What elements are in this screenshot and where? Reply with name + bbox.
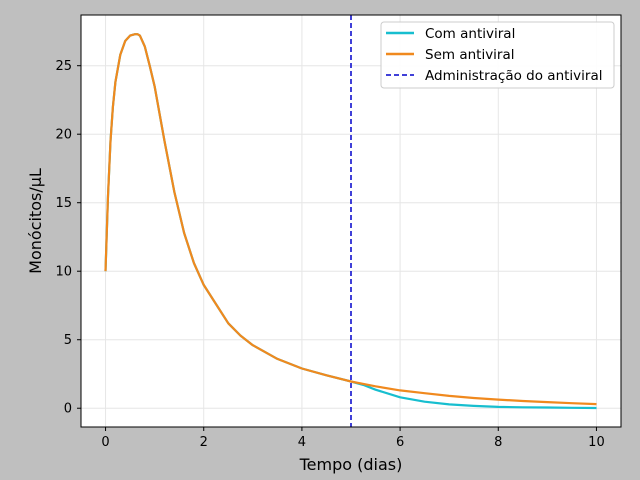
y-tick-label: 20 — [55, 128, 72, 143]
series-line-sem-antiviral — [104, 33, 597, 406]
x-tick-label: 4 — [298, 435, 306, 450]
y-axis: 0 5 10 15 20 25 — [55, 59, 81, 417]
y-axis-title: Monócitos/µL — [26, 168, 45, 274]
y-tick-label: 25 — [55, 59, 72, 74]
x-tick-label: 2 — [200, 435, 208, 450]
y-tick-label: 5 — [64, 333, 72, 348]
x-tick-label: 8 — [494, 435, 502, 450]
y-tick-label: 10 — [55, 265, 72, 280]
x-tick-label: 6 — [396, 435, 404, 450]
legend: Com antiviral Sem antiviral Administraçã… — [380, 21, 615, 89]
x-tick-label: 0 — [101, 435, 109, 450]
y-tick-label: 15 — [55, 196, 72, 211]
legend-label-com-antiviral: Com antiviral — [425, 26, 515, 42]
legend-label-sem-antiviral: Sem antiviral — [425, 47, 515, 63]
x-tick-label: 10 — [588, 435, 605, 450]
x-axis: 0 2 4 6 8 10 — [101, 427, 605, 450]
series-layer — [104, 33, 597, 410]
x-axis-title: Tempo (dias) — [299, 455, 403, 474]
plot-frame — [80, 14, 622, 428]
y-tick-label: 0 — [64, 402, 72, 417]
legend-box — [380, 21, 615, 89]
legend-label-administracao: Administração do antiviral — [425, 68, 602, 84]
